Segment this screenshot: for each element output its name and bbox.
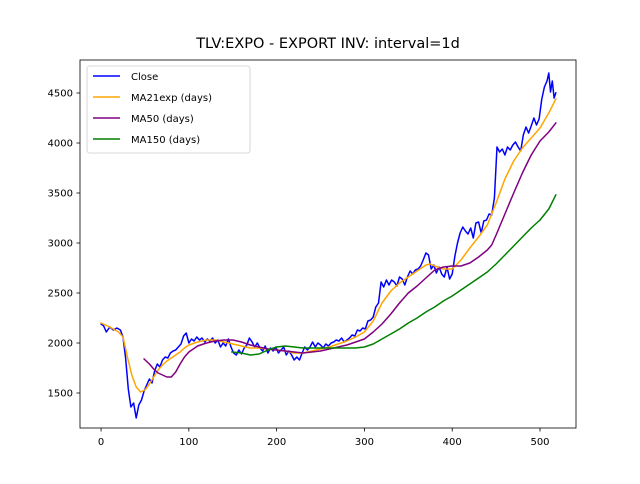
legend-label-ma21exp-days: MA21exp (days) [131, 93, 212, 104]
series-line-ma150-days [231, 193, 557, 356]
legend-frame [86, 65, 251, 154]
x-tick-label: 200 [267, 437, 286, 448]
chart-title: TLV:EXPO - EXPORT INV: interval=1d [195, 36, 460, 52]
legend-label-close: Close [131, 72, 158, 83]
y-tick-label: 3500 [48, 189, 73, 200]
x-tick-label: 500 [530, 437, 549, 448]
y-tick-label: 1500 [48, 389, 73, 400]
legend-label-ma50-days: MA50 (days) [131, 114, 194, 125]
legend: Close MA21exp (days) MA50 (days) MA150 (day… [86, 65, 251, 154]
series-layer [100, 72, 557, 419]
x-tick-label: 0 [98, 437, 104, 448]
series-line-close [100, 72, 557, 419]
x-tick-label: 400 [443, 437, 462, 448]
y-tick-label: 3000 [48, 239, 73, 250]
legend-label-ma150-days: MA150 (days) [131, 135, 200, 146]
y-tick-label: 4000 [48, 139, 73, 150]
plot-frame [79, 59, 577, 429]
x-tick-label: 300 [355, 437, 374, 448]
axes-layer: 0 100 200 300 400 500 1500 2000 2500 3000 3500 4000… [48, 59, 577, 448]
x-tick-label: 100 [179, 437, 198, 448]
y-tick-label: 2500 [48, 289, 73, 300]
y-tick-label: 2000 [48, 339, 73, 350]
y-tick-label: 4500 [48, 89, 73, 100]
